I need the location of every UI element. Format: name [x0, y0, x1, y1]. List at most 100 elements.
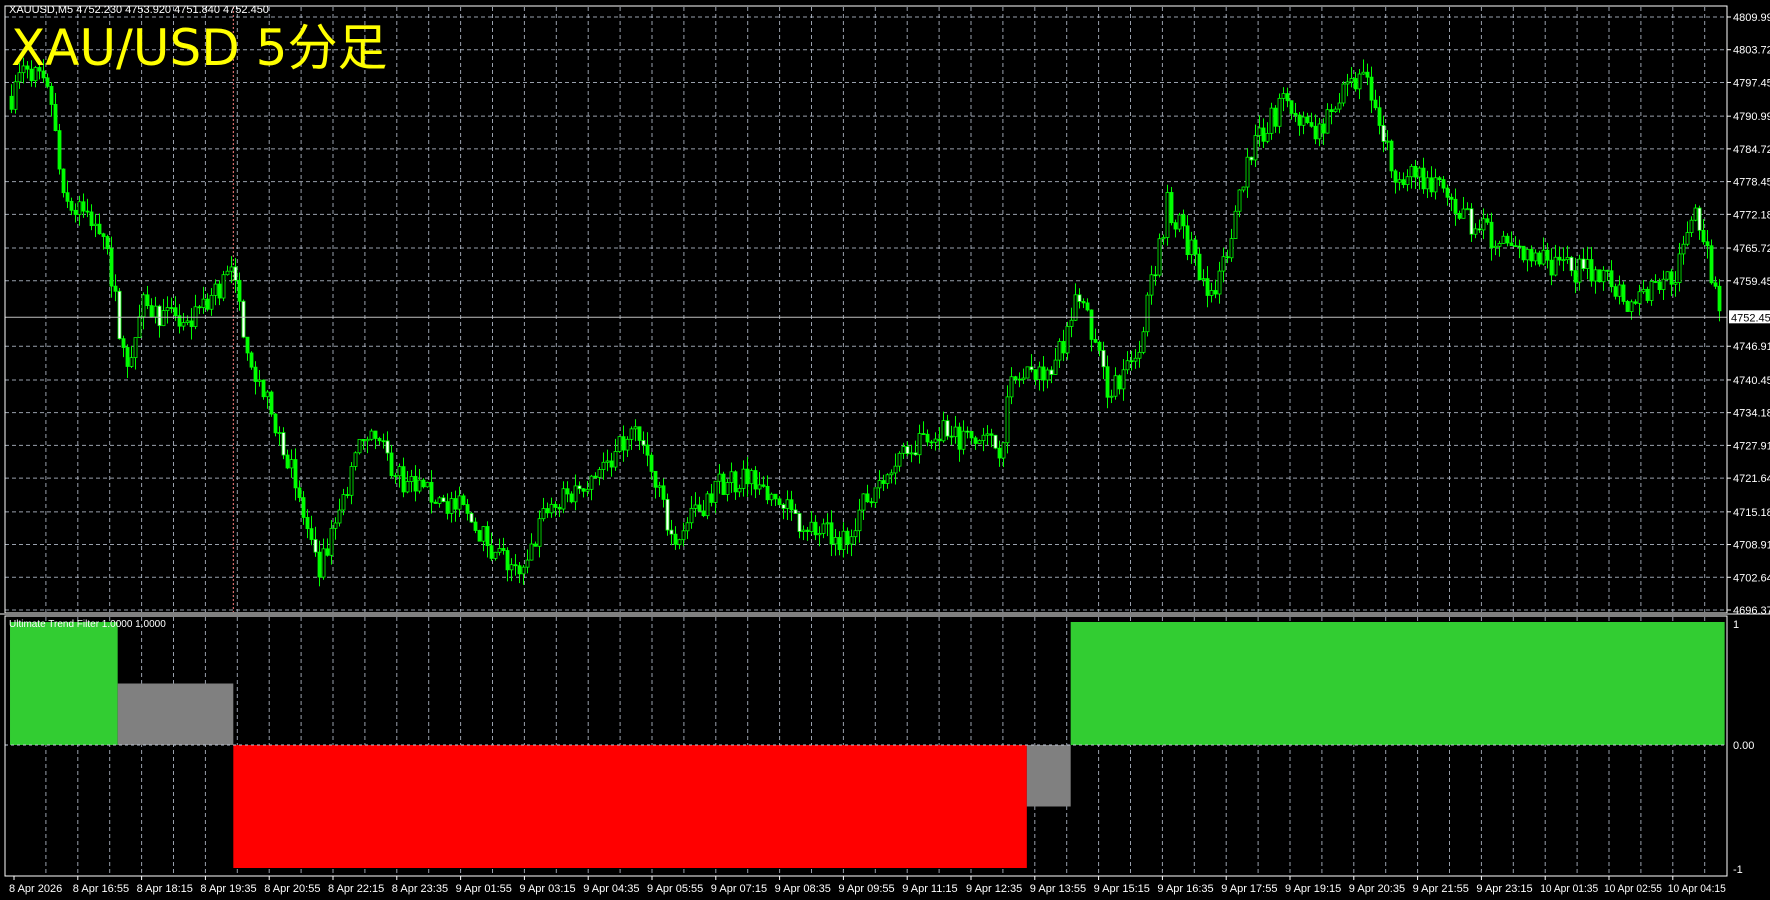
candle-body — [345, 494, 350, 496]
candle-body — [369, 430, 374, 440]
candle-body — [1065, 326, 1070, 354]
candle-body — [1597, 269, 1602, 283]
candle-body — [793, 509, 798, 514]
indicator-frame — [4, 615, 1728, 877]
candle-body — [1177, 214, 1182, 230]
candle-body — [157, 305, 162, 327]
candle-body — [1133, 357, 1138, 362]
candle-body — [1001, 442, 1006, 459]
candle-body — [1237, 189, 1242, 212]
candle-body — [45, 77, 50, 87]
candle-body — [745, 468, 750, 485]
candle-body — [1317, 123, 1322, 140]
candle-body — [1541, 249, 1546, 265]
candle-body — [1641, 288, 1646, 293]
candle-body — [537, 518, 542, 547]
candle-body — [21, 65, 26, 74]
candle-body — [1621, 284, 1626, 302]
candle-body — [749, 470, 754, 485]
candle-body — [1229, 238, 1234, 259]
candle-body — [889, 472, 894, 476]
candle-body — [261, 379, 266, 398]
candle-body — [1117, 375, 1122, 390]
price-tick-label: 4790.99 — [1733, 111, 1770, 123]
candle-body — [1713, 282, 1718, 287]
candle-body — [1481, 218, 1486, 231]
candle-body — [1453, 198, 1458, 214]
candle-body — [1409, 165, 1414, 178]
candle-body — [1257, 127, 1262, 136]
candle-body — [973, 437, 978, 444]
candle-body — [201, 298, 206, 308]
time-tick-label: 8 Apr 20:55 — [264, 883, 320, 895]
candle-body — [1061, 341, 1066, 354]
candle-body — [1057, 341, 1062, 361]
candle-body — [785, 499, 790, 509]
candle-body — [1245, 156, 1250, 188]
candle-body — [1705, 241, 1710, 247]
candle-body — [461, 495, 466, 505]
time-tick-label: 8 Apr 18:15 — [137, 883, 193, 895]
candle-body — [293, 459, 298, 489]
candle-body — [125, 347, 130, 367]
candle-body — [1593, 269, 1598, 282]
candle-body — [773, 493, 778, 500]
candle-body — [809, 521, 814, 532]
candle-body — [621, 436, 626, 451]
candle-body — [469, 512, 474, 523]
candle-body — [253, 366, 258, 382]
candle-body — [837, 537, 842, 550]
candle-body — [341, 494, 346, 511]
candle-body — [437, 497, 442, 504]
candle-body — [561, 488, 566, 510]
indicator-label: Ultimate Trend Filter 1.0000 1.0000 — [9, 619, 166, 630]
candle-body — [1437, 177, 1442, 180]
time-axis: 8 Apr 2026 8 Apr 16:55 8 Apr 18:15 8 Apr 19… — [9, 876, 1726, 895]
candle-body — [1277, 97, 1282, 127]
candle-body — [497, 548, 502, 553]
candle-body — [181, 322, 186, 327]
time-tick-label: 9 Apr 03:15 — [519, 883, 575, 895]
candle-body — [1053, 359, 1058, 375]
candle-body — [1605, 269, 1610, 272]
candle-body — [289, 459, 294, 469]
candle-body — [265, 391, 270, 398]
candle-body — [813, 521, 818, 536]
candle-body — [693, 504, 698, 509]
candle-body — [193, 306, 198, 327]
candle-body — [593, 475, 598, 478]
symbol-info: XAUUSD,M5 4752.230 4753.920 4751.840 475… — [9, 4, 269, 16]
candle-body — [285, 454, 290, 469]
candle-body — [1577, 258, 1582, 283]
candle-body — [1401, 179, 1406, 186]
time-tick-label: 9 Apr 13:55 — [1030, 883, 1086, 895]
candle-body — [529, 543, 534, 561]
candle-body — [625, 438, 630, 451]
candle-body — [213, 283, 218, 296]
candle-body — [913, 452, 918, 456]
candle-body — [161, 310, 166, 327]
candle-body — [1049, 369, 1054, 375]
candle-body — [1289, 100, 1294, 114]
candle-body — [485, 526, 490, 547]
candle-body — [1561, 259, 1566, 262]
candle-body — [941, 420, 946, 442]
time-tick-label: 8 Apr 2026 — [9, 883, 62, 895]
candle-body — [1233, 210, 1238, 239]
candle-body — [861, 493, 866, 511]
candle-body — [717, 473, 722, 482]
candle-body — [565, 488, 570, 495]
candle-body — [1425, 177, 1430, 190]
time-tick-label: 9 Apr 17:55 — [1221, 883, 1277, 895]
candle-body — [981, 434, 986, 442]
candle-body — [1013, 376, 1018, 380]
candle-body — [1441, 179, 1446, 189]
candle-body — [1665, 271, 1670, 280]
candle-body — [1345, 81, 1350, 85]
candle-body — [525, 559, 530, 568]
candle-body — [1693, 207, 1698, 221]
candle-body — [1557, 256, 1562, 261]
candle-body — [413, 476, 418, 492]
candle-body — [789, 499, 794, 511]
